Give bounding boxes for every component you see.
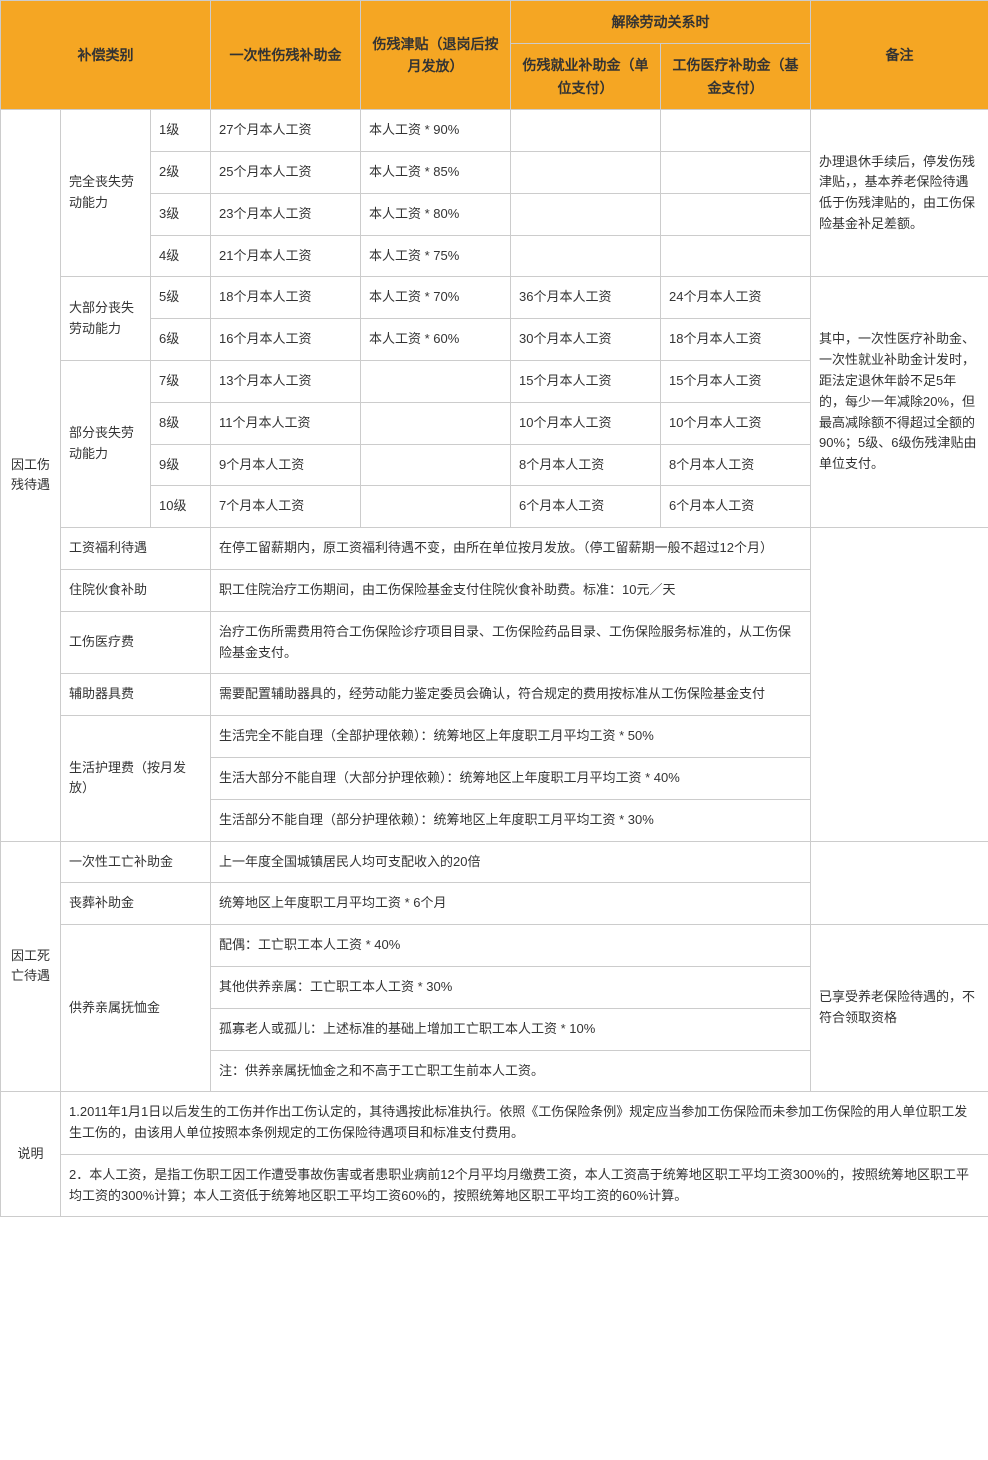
extra2-text: 职工住院治疗工伤期间，由工伤保险基金支付住院伙食补助费。标准：10元／天 [211, 569, 811, 611]
s3r1: 1.2011年1月1日以后发生的工伤并作出工伤认定的，其待遇按此标准执行。依照《… [61, 1092, 988, 1155]
extra1-text: 在停工留薪期内，原工资福利待遇不变，由所在单位按月发放。（停工留薪期一般不超过1… [211, 528, 811, 570]
lv7-a: 13个月本人工资 [211, 360, 361, 402]
header-termination-group: 解除劳动关系时 [511, 1, 811, 44]
lv6-a: 16个月本人工资 [211, 319, 361, 361]
extra3-label: 工伤医疗费 [61, 611, 211, 674]
s3r2: 2．本人工资，是指工伤职工因工作遭受事故伤害或者患职业病前12个月平均月缴费工资… [61, 1154, 988, 1217]
lv9-c: 8个月本人工资 [511, 444, 661, 486]
lv3: 3级 [151, 193, 211, 235]
extra2-label: 住院伙食补助 [61, 569, 211, 611]
header-medical-subsidy: 工伤医疗补助金（基金支付） [661, 44, 811, 110]
s2r1-text: 上一年度全国城镇居民人均可支配收入的20倍 [211, 841, 811, 883]
s2r1-label: 一次性工亡补助金 [61, 841, 211, 883]
s2-blank [811, 841, 988, 925]
lv10-d: 6个月本人工资 [661, 486, 811, 528]
s2r3-a: 配偶：工亡职工本人工资 * 40% [211, 925, 811, 967]
header-lumpsum: 一次性伤残补助金 [211, 1, 361, 110]
lv1-a: 27个月本人工资 [211, 110, 361, 152]
lv8-a: 11个月本人工资 [211, 402, 361, 444]
lv1-c [511, 110, 661, 152]
s2r3-label: 供养亲属抚恤金 [61, 925, 211, 1092]
lv10-a: 7个月本人工资 [211, 486, 361, 528]
section2-title: 因工死亡待遇 [1, 841, 61, 1092]
extra-blank [811, 528, 988, 841]
extra3-text: 治疗工伤所需费用符合工伤保险诊疗项目目录、工伤保险药品目录、工伤保险服务标准的，… [211, 611, 811, 674]
s2r2-label: 丧葬补助金 [61, 883, 211, 925]
lv1: 1级 [151, 110, 211, 152]
lv7: 7级 [151, 360, 211, 402]
extra5-a: 生活完全不能自理（全部护理依赖）：统筹地区上年度职工月平均工资 * 50% [211, 716, 811, 758]
lv5-a: 18个月本人工资 [211, 277, 361, 319]
extra5-label: 生活护理费（按月发放） [61, 716, 211, 841]
group2-label: 大部分丧失劳动能力 [61, 277, 151, 361]
lv8: 8级 [151, 402, 211, 444]
header-allowance: 伤残津贴（退岗后按月发放） [361, 1, 511, 110]
lv7-d: 15个月本人工资 [661, 360, 811, 402]
group1-note: 办理退休手续后，停发伤残津贴，，基本养老保险待遇低于伤残津贴的，由工伤保险基金补… [811, 110, 988, 277]
compensation-table: 补偿类别 一次性伤残补助金 伤残津贴（退岗后按月发放） 解除劳动关系时 备注 伤… [0, 0, 988, 1217]
group3-label: 部分丧失劳动能力 [61, 360, 151, 527]
lv4: 4级 [151, 235, 211, 277]
lv9-a: 9个月本人工资 [211, 444, 361, 486]
lv9-d: 8个月本人工资 [661, 444, 811, 486]
lv5-d: 24个月本人工资 [661, 277, 811, 319]
group2-note: 其中，一次性医疗补助金、一次性就业补助金计发时，距法定退休年龄不足5年的，每少一… [811, 277, 988, 528]
group1-label: 完全丧失劳动能力 [61, 110, 151, 277]
lv8-c: 10个月本人工资 [511, 402, 661, 444]
s2r3-d: 注：供养亲属抚恤金之和不高于工亡职工生前本人工资。 [211, 1050, 811, 1092]
lv6-b: 本人工资 * 60% [361, 319, 511, 361]
lv5-c: 36个月本人工资 [511, 277, 661, 319]
lv3-a: 23个月本人工资 [211, 193, 361, 235]
lv4-b: 本人工资 * 75% [361, 235, 511, 277]
s2r3-b: 其他供养亲属：工亡职工本人工资 * 30% [211, 966, 811, 1008]
header-category: 补偿类别 [1, 1, 211, 110]
extra5-b: 生活大部分不能自理（大部分护理依赖）：统筹地区上年度职工月平均工资 * 40% [211, 757, 811, 799]
header-note: 备注 [811, 1, 988, 110]
lv6: 6级 [151, 319, 211, 361]
lv9: 9级 [151, 444, 211, 486]
lv1-b: 本人工资 * 90% [361, 110, 511, 152]
lv2-a: 25个月本人工资 [211, 151, 361, 193]
extra1-label: 工资福利待遇 [61, 528, 211, 570]
extra4-label: 辅助器具费 [61, 674, 211, 716]
lv10: 10级 [151, 486, 211, 528]
extra5-c: 生活部分不能自理（部分护理依赖）：统筹地区上年度职工月平均工资 * 30% [211, 799, 811, 841]
s2r3-c: 孤寡老人或孤儿：上述标准的基础上增加工亡职工本人工资 * 10% [211, 1008, 811, 1050]
lv2: 2级 [151, 151, 211, 193]
lv2-b: 本人工资 * 85% [361, 151, 511, 193]
section3-title: 说明 [1, 1092, 61, 1217]
lv3-b: 本人工资 * 80% [361, 193, 511, 235]
extra4-text: 需要配置辅助器具的，经劳动能力鉴定委员会确认，符合规定的费用按标准从工伤保险基金… [211, 674, 811, 716]
section1-title: 因工伤残待遇 [1, 110, 61, 841]
s2r2-text: 统筹地区上年度职工月平均工资 * 6个月 [211, 883, 811, 925]
s2r3-note: 已享受养老保险待遇的，不符合领取资格 [811, 925, 988, 1092]
lv8-d: 10个月本人工资 [661, 402, 811, 444]
lv5-b: 本人工资 * 70% [361, 277, 511, 319]
lv7-c: 15个月本人工资 [511, 360, 661, 402]
lv10-c: 6个月本人工资 [511, 486, 661, 528]
lv5: 5级 [151, 277, 211, 319]
lv6-d: 18个月本人工资 [661, 319, 811, 361]
lv6-c: 30个月本人工资 [511, 319, 661, 361]
lv1-d [661, 110, 811, 152]
lv4-a: 21个月本人工资 [211, 235, 361, 277]
header-employment-subsidy: 伤残就业补助金（单位支付） [511, 44, 661, 110]
